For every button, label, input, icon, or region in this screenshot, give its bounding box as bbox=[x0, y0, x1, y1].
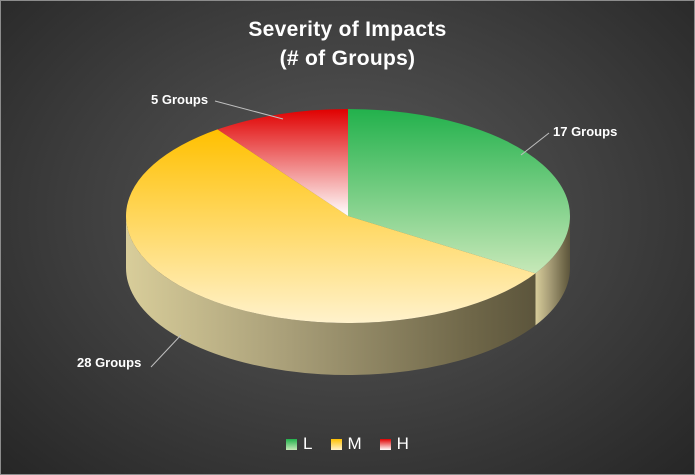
pie-side-l bbox=[535, 216, 570, 326]
leader-line-m bbox=[150, 334, 182, 368]
legend-item-l: L bbox=[286, 434, 313, 454]
pie-slice-m bbox=[126, 129, 536, 323]
pie-slice-h bbox=[217, 109, 348, 216]
legend-swatch-h bbox=[379, 438, 391, 450]
legend-label-m: M bbox=[347, 434, 362, 453]
data-label-m: 28 Groups bbox=[77, 355, 141, 370]
legend: L M H bbox=[1, 434, 694, 454]
legend-item-m: M bbox=[330, 434, 362, 454]
legend-label-h: H bbox=[396, 434, 409, 453]
data-label-h: 5 Groups bbox=[151, 92, 208, 107]
pie-slice-l bbox=[348, 109, 570, 274]
legend-item-h: H bbox=[379, 434, 409, 454]
pie-side-m bbox=[126, 216, 536, 375]
chart-title-line-2: (# of Groups) bbox=[279, 47, 416, 70]
legend-label-l: L bbox=[303, 434, 313, 453]
data-label-l: 17 Groups bbox=[553, 124, 617, 139]
legend-swatch-m bbox=[330, 438, 342, 450]
leader-line-l bbox=[520, 132, 550, 156]
chart-title-line-1: Severity of Impacts bbox=[248, 18, 447, 41]
leader-line-h bbox=[214, 100, 284, 120]
chart-title: Severity of Impacts (# of Groups) bbox=[1, 15, 694, 73]
legend-swatch-l bbox=[286, 438, 298, 450]
